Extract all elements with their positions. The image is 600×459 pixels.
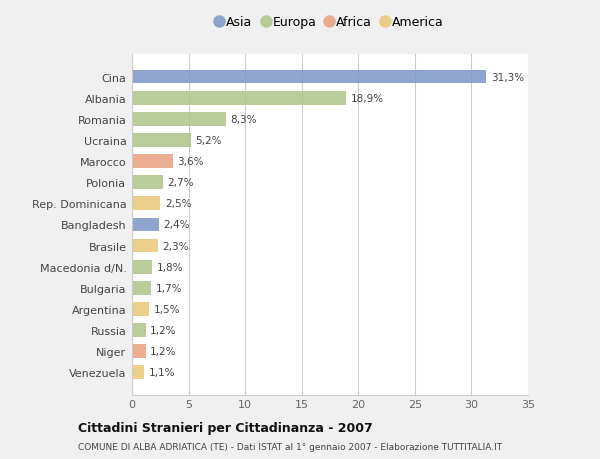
Bar <box>132 345 146 358</box>
Text: 1,2%: 1,2% <box>150 347 176 356</box>
Bar <box>132 155 173 168</box>
Text: 1,1%: 1,1% <box>149 368 175 377</box>
Text: 18,9%: 18,9% <box>350 94 383 103</box>
Bar <box>132 366 145 379</box>
Text: 2,4%: 2,4% <box>164 220 190 230</box>
Text: 1,5%: 1,5% <box>154 304 180 314</box>
Text: 3,6%: 3,6% <box>177 157 204 167</box>
Text: 2,3%: 2,3% <box>163 241 189 251</box>
Legend: Asia, Europa, Africa, America: Asia, Europa, Africa, America <box>214 14 446 32</box>
Text: 2,7%: 2,7% <box>167 178 194 188</box>
Bar <box>132 324 146 337</box>
Bar <box>132 134 191 147</box>
Bar <box>132 176 163 190</box>
Text: 1,8%: 1,8% <box>157 262 184 272</box>
Bar <box>132 302 149 316</box>
Bar <box>132 218 159 232</box>
Text: Cittadini Stranieri per Cittadinanza - 2007: Cittadini Stranieri per Cittadinanza - 2… <box>78 421 373 434</box>
Text: COMUNE DI ALBA ADRIATICA (TE) - Dati ISTAT al 1° gennaio 2007 - Elaborazione TUT: COMUNE DI ALBA ADRIATICA (TE) - Dati IST… <box>78 442 502 451</box>
Text: 1,2%: 1,2% <box>150 325 176 335</box>
Text: 8,3%: 8,3% <box>230 115 257 124</box>
Text: 5,2%: 5,2% <box>196 135 222 146</box>
Bar <box>132 92 346 105</box>
Bar <box>132 197 160 211</box>
Bar <box>132 71 486 84</box>
Bar <box>132 239 158 253</box>
Text: 31,3%: 31,3% <box>491 73 524 82</box>
Text: 1,7%: 1,7% <box>156 283 182 293</box>
Bar <box>132 281 151 295</box>
Bar <box>132 260 152 274</box>
Bar <box>132 112 226 126</box>
Text: 2,5%: 2,5% <box>165 199 191 209</box>
